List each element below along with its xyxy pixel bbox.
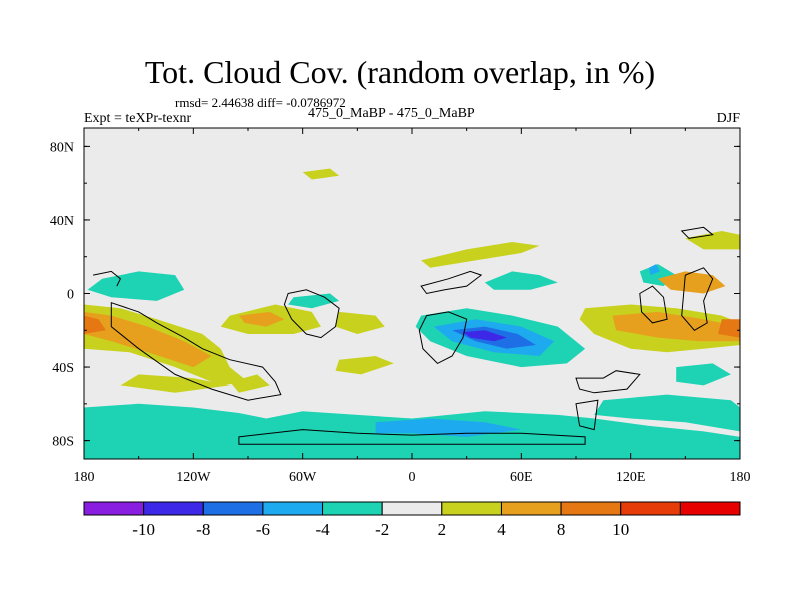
chart-title: Tot. Cloud Cov. (random overlap, in %) [144, 54, 656, 90]
runs-label: 475_0_MaBP - 475_0_MaBP [308, 106, 475, 121]
colorbar-swatch [500, 501, 562, 516]
colorbar-swatch [381, 501, 443, 516]
coastline-segment [575, 399, 599, 431]
colorbar-swatch [679, 501, 741, 516]
coastline-segment [93, 270, 122, 287]
contour-region-neg_small [87, 271, 185, 301]
y-tick-label: 80N [50, 140, 74, 155]
x-tick-label: 120W [176, 470, 211, 485]
coastline-segment [283, 289, 340, 339]
contour-region-pos_small [685, 231, 740, 250]
coastlines [93, 226, 714, 445]
colorbar-label: -4 [315, 520, 330, 539]
x-tick-label: 60E [510, 470, 533, 485]
contour-region-neg_xlarge [463, 330, 507, 342]
contour-region-neg_small [484, 271, 558, 290]
contour-fills [84, 168, 740, 459]
coastline-segment [420, 270, 483, 295]
contour-region-pos_mid [238, 311, 285, 327]
contour-region-neg_small [594, 394, 740, 432]
coastline-segment [575, 370, 641, 394]
x-tick-label: 180 [74, 470, 95, 485]
colorbar-swatch [83, 501, 145, 516]
colorbar: -10 -8 -6 -4 -2 2 4 8 10 [83, 501, 741, 539]
colorbar-label: -10 [132, 520, 155, 539]
contour-region-pos_small [335, 356, 394, 375]
coastline-segment [680, 226, 714, 239]
coastline-segment [418, 311, 468, 365]
coastline-segment [639, 285, 668, 324]
experiment-label: Expt = teXPr-texnr [84, 111, 192, 126]
y-tick-label: 40N [50, 214, 74, 229]
contour-region-neg_mid [375, 418, 522, 437]
contour-region-pos_small [335, 311, 385, 334]
x-tick-label: 60W [289, 470, 317, 485]
contour-region-pos_mid [84, 311, 212, 368]
y-tick-label: 80S [52, 435, 74, 450]
colorbar-swatch [143, 501, 204, 516]
colorbar-swatch [262, 501, 324, 516]
y-tick-label: 40S [52, 361, 74, 376]
colorbar-swatch [441, 501, 502, 516]
stats-line: rmsd= 2.44638 diff= -0.0786972 [175, 95, 346, 110]
contour-region-neg_small [288, 293, 340, 309]
colorbar-swatch [322, 501, 383, 516]
x-tick-label: 180 [730, 470, 751, 485]
colorbar-label: 10 [612, 520, 629, 539]
season-label: DJF [716, 111, 740, 126]
colorbar-label: 2 [438, 520, 447, 539]
y-axis: 80N 40N 0 40S 80S [50, 140, 740, 450]
contour-region-pos_mid [612, 311, 740, 342]
colorbar-label: -6 [256, 520, 270, 539]
colorbar-label: 4 [497, 520, 506, 539]
contour-region-pos_small [302, 168, 340, 180]
coastline-segment [681, 267, 714, 331]
contour-region-pos_small [421, 242, 540, 268]
contour-region-pos_small [229, 374, 270, 393]
contour-region-pos_large [84, 315, 106, 334]
contour-region-neg_small [676, 363, 731, 386]
colorbar-swatch [202, 501, 264, 516]
contour-region-neg_mid [648, 264, 660, 276]
contour-region-pos_large [718, 319, 740, 338]
y-tick-label: 0 [67, 288, 74, 303]
coastline-segment [238, 429, 586, 445]
colorbar-label: -2 [375, 520, 389, 539]
colorbar-label: 8 [557, 520, 566, 539]
colorbar-swatch [560, 501, 622, 516]
colorbar-label: -8 [196, 520, 210, 539]
colorbar-swatch [620, 501, 681, 516]
x-tick-label: 0 [409, 470, 416, 485]
x-axis: 180 120W 60W 0 60E 120E 180 [74, 128, 751, 485]
coastline-segment [110, 302, 282, 401]
x-tick-label: 120E [616, 470, 646, 485]
contour-region-pos_small [120, 374, 230, 393]
